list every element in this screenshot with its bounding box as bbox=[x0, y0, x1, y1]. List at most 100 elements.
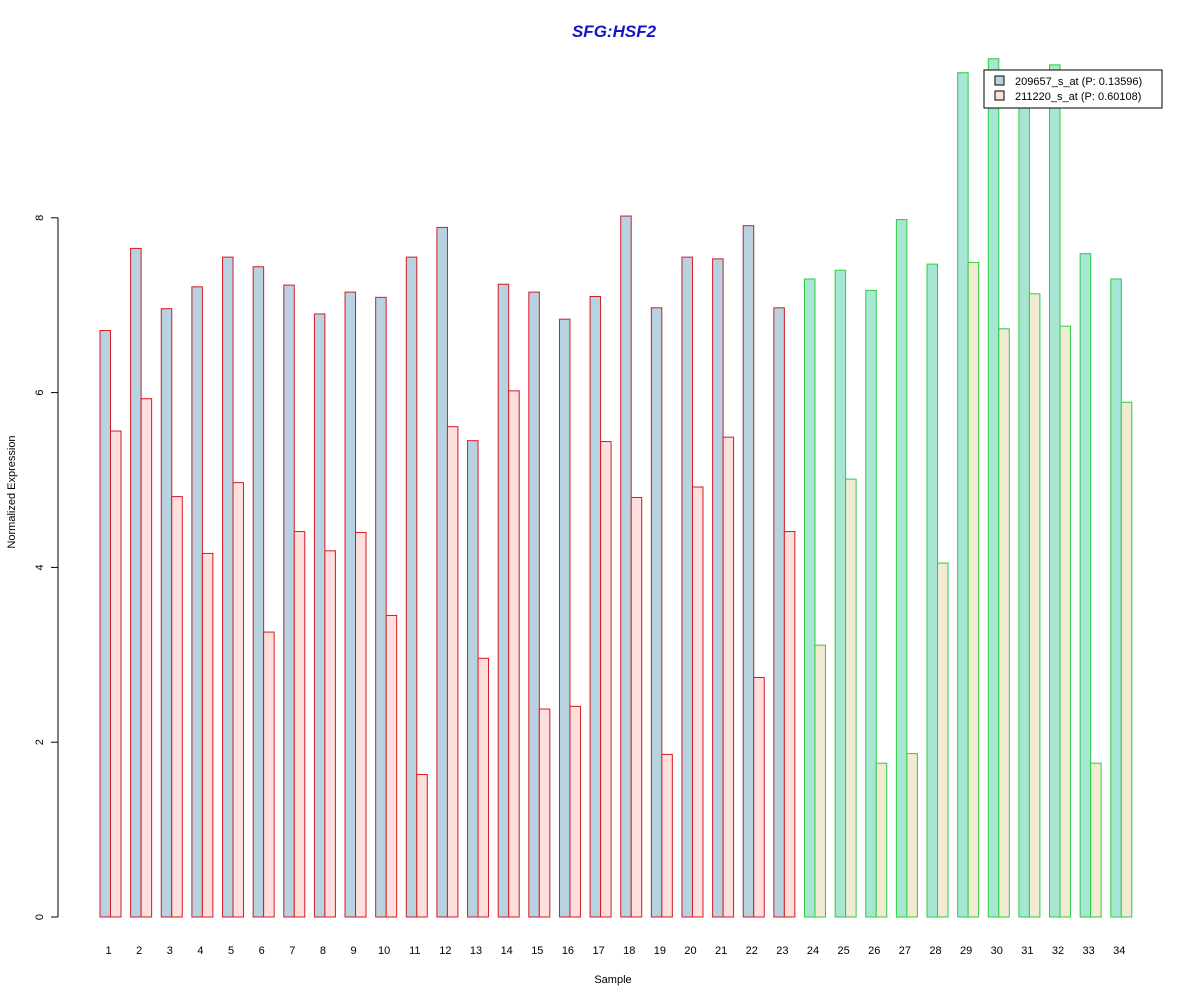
x-axis-tick-label: 29 bbox=[960, 945, 972, 957]
bar-sample-14-series-1 bbox=[497, 283, 510, 918]
x-axis-tick-label: 7 bbox=[289, 945, 295, 957]
y-axis-tick-label: 6 bbox=[34, 390, 46, 396]
bar-sample-29-series-1 bbox=[957, 72, 969, 918]
legend: 209657_s_at (P: 0.13596) 211220_s_at (P:… bbox=[983, 69, 1163, 109]
bar-sample-31-series-1 bbox=[1018, 86, 1030, 918]
bar-sample-17-series-1 bbox=[589, 295, 602, 918]
bar-sample-19-series-2 bbox=[661, 753, 673, 918]
chart-title: SFG:HSF2 bbox=[572, 22, 657, 41]
bar-sample-15-series-1 bbox=[528, 291, 540, 918]
bar-sample-32-series-2 bbox=[1059, 325, 1072, 918]
x-axis-tick-label: 17 bbox=[592, 945, 604, 957]
bar-sample-23-series-1 bbox=[773, 307, 785, 918]
bar-sample-19-series-1 bbox=[650, 307, 663, 918]
x-axis-tick-label: 24 bbox=[807, 945, 819, 957]
bar-sample-2-series-2 bbox=[140, 398, 153, 918]
bar-sample-30-series-2 bbox=[998, 328, 1010, 918]
bar-sample-22-series-1 bbox=[742, 225, 755, 918]
bar-sample-30-series-1 bbox=[987, 58, 1000, 918]
x-axis-tick-label: 27 bbox=[899, 945, 911, 957]
bar-sample-34-series-1 bbox=[1110, 278, 1122, 918]
bar-sample-27-series-1 bbox=[895, 219, 908, 918]
bar-sample-13-series-2 bbox=[477, 657, 490, 918]
x-axis-tick-label: 31 bbox=[1021, 945, 1033, 957]
bar-sample-26-series-1 bbox=[865, 289, 877, 918]
legend-swatch-series-2 bbox=[994, 90, 1005, 101]
x-axis-tick-label: 3 bbox=[167, 945, 173, 957]
bar-sample-1-series-1 bbox=[99, 330, 111, 918]
bar-sample-14-series-2 bbox=[508, 390, 520, 918]
x-axis-tick-label: 20 bbox=[684, 945, 696, 957]
bar-sample-16-series-2 bbox=[569, 705, 581, 918]
bar-sample-16-series-1 bbox=[558, 318, 571, 918]
bar-sample-12-series-1 bbox=[436, 226, 448, 918]
bar-sample-2-series-1 bbox=[130, 247, 142, 918]
x-axis-tick-label: 14 bbox=[501, 945, 513, 957]
bar-sample-33-series-2 bbox=[1090, 762, 1102, 918]
legend-label-series-2: 211220_s_at (P: 0.60108) bbox=[1015, 91, 1141, 103]
x-axis-tick-label: 5 bbox=[228, 945, 234, 957]
x-axis-tick-label: 12 bbox=[439, 945, 451, 957]
bar-sample-4-series-2 bbox=[201, 552, 214, 918]
bar-sample-25-series-2 bbox=[845, 478, 857, 918]
bar-sample-15-series-2 bbox=[538, 708, 551, 918]
bars bbox=[99, 58, 1133, 918]
bar-sample-12-series-2 bbox=[446, 426, 459, 918]
x-axis-tick-label: 21 bbox=[715, 945, 727, 957]
bar-sample-32-series-1 bbox=[1049, 64, 1061, 918]
legend-box bbox=[983, 69, 1163, 109]
bar-sample-6-series-2 bbox=[263, 631, 275, 918]
bar-sample-7-series-2 bbox=[293, 531, 306, 918]
bar-sample-3-series-1 bbox=[160, 308, 173, 918]
x-axis-tick-label: 9 bbox=[350, 945, 356, 957]
x-axis-tick-label: 2 bbox=[136, 945, 142, 957]
bar-sample-4-series-1 bbox=[191, 286, 203, 918]
bar-sample-18-series-2 bbox=[630, 496, 643, 918]
x-axis-tick-label: 16 bbox=[562, 945, 574, 957]
bar-sample-9-series-2 bbox=[355, 531, 367, 918]
y-axis-label: Normalized Expression bbox=[6, 435, 18, 548]
bar-sample-17-series-2 bbox=[600, 441, 612, 918]
bar-sample-10-series-1 bbox=[375, 296, 387, 918]
bar-sample-7-series-1 bbox=[283, 284, 295, 918]
x-axis-tick-label: 8 bbox=[320, 945, 326, 957]
legend-swatch-series-1 bbox=[994, 75, 1005, 86]
bar-sample-9-series-1 bbox=[344, 291, 357, 918]
bar-sample-20-series-1 bbox=[681, 256, 693, 918]
bar-sample-3-series-2 bbox=[171, 496, 183, 918]
bar-sample-24-series-1 bbox=[803, 278, 816, 918]
x-axis-tick-label: 15 bbox=[531, 945, 543, 957]
x-axis-tick-label: 18 bbox=[623, 945, 635, 957]
bar-sample-33-series-1 bbox=[1079, 253, 1092, 918]
x-axis-tick-labels: 1 2 3 4 5 6 7 8 9 10 11 12 13 14 15 16 17 18 19 20 21 22 23 24 2… bbox=[105, 945, 1125, 957]
bar-sample-28-series-2 bbox=[937, 562, 949, 918]
x-axis-tick-label: 32 bbox=[1052, 945, 1064, 957]
x-axis-tick-label: 34 bbox=[1113, 945, 1125, 957]
x-axis-tick-label: 10 bbox=[378, 945, 390, 957]
bar-sample-27-series-2 bbox=[906, 753, 918, 918]
x-axis-tick-label: 6 bbox=[259, 945, 265, 957]
bar-sample-11-series-2 bbox=[416, 774, 428, 918]
bar-sample-28-series-1 bbox=[926, 263, 939, 918]
bar-sample-26-series-2 bbox=[875, 762, 888, 918]
x-axis-tick-label: 19 bbox=[654, 945, 666, 957]
bar-sample-25-series-1 bbox=[834, 269, 847, 918]
x-axis-tick-label: 22 bbox=[746, 945, 758, 957]
x-axis-tick-label: 26 bbox=[868, 945, 880, 957]
bar-sample-31-series-2 bbox=[1028, 293, 1041, 918]
y-axis-tick-label: 4 bbox=[34, 564, 46, 570]
bar-sample-29-series-2 bbox=[967, 261, 980, 918]
bar-sample-18-series-1 bbox=[620, 215, 632, 918]
bar-sample-21-series-1 bbox=[712, 258, 724, 918]
y-axis-tick-label: 2 bbox=[34, 739, 46, 745]
y-axis-tick-label: 0 bbox=[34, 914, 46, 920]
x-axis-label: Sample bbox=[594, 974, 631, 986]
bar-sample-20-series-2 bbox=[691, 486, 704, 918]
bar-sample-21-series-2 bbox=[722, 436, 735, 918]
bar-sample-8-series-1 bbox=[313, 313, 326, 918]
bar-sample-5-series-1 bbox=[222, 256, 234, 918]
x-axis-tick-label: 28 bbox=[929, 945, 941, 957]
bar-sample-10-series-2 bbox=[385, 614, 398, 918]
x-axis-tick-label: 11 bbox=[409, 945, 420, 957]
